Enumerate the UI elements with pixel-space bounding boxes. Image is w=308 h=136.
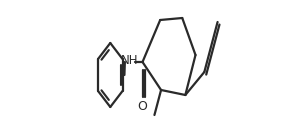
Text: O: O	[138, 101, 148, 114]
Text: NH: NH	[121, 53, 139, 67]
